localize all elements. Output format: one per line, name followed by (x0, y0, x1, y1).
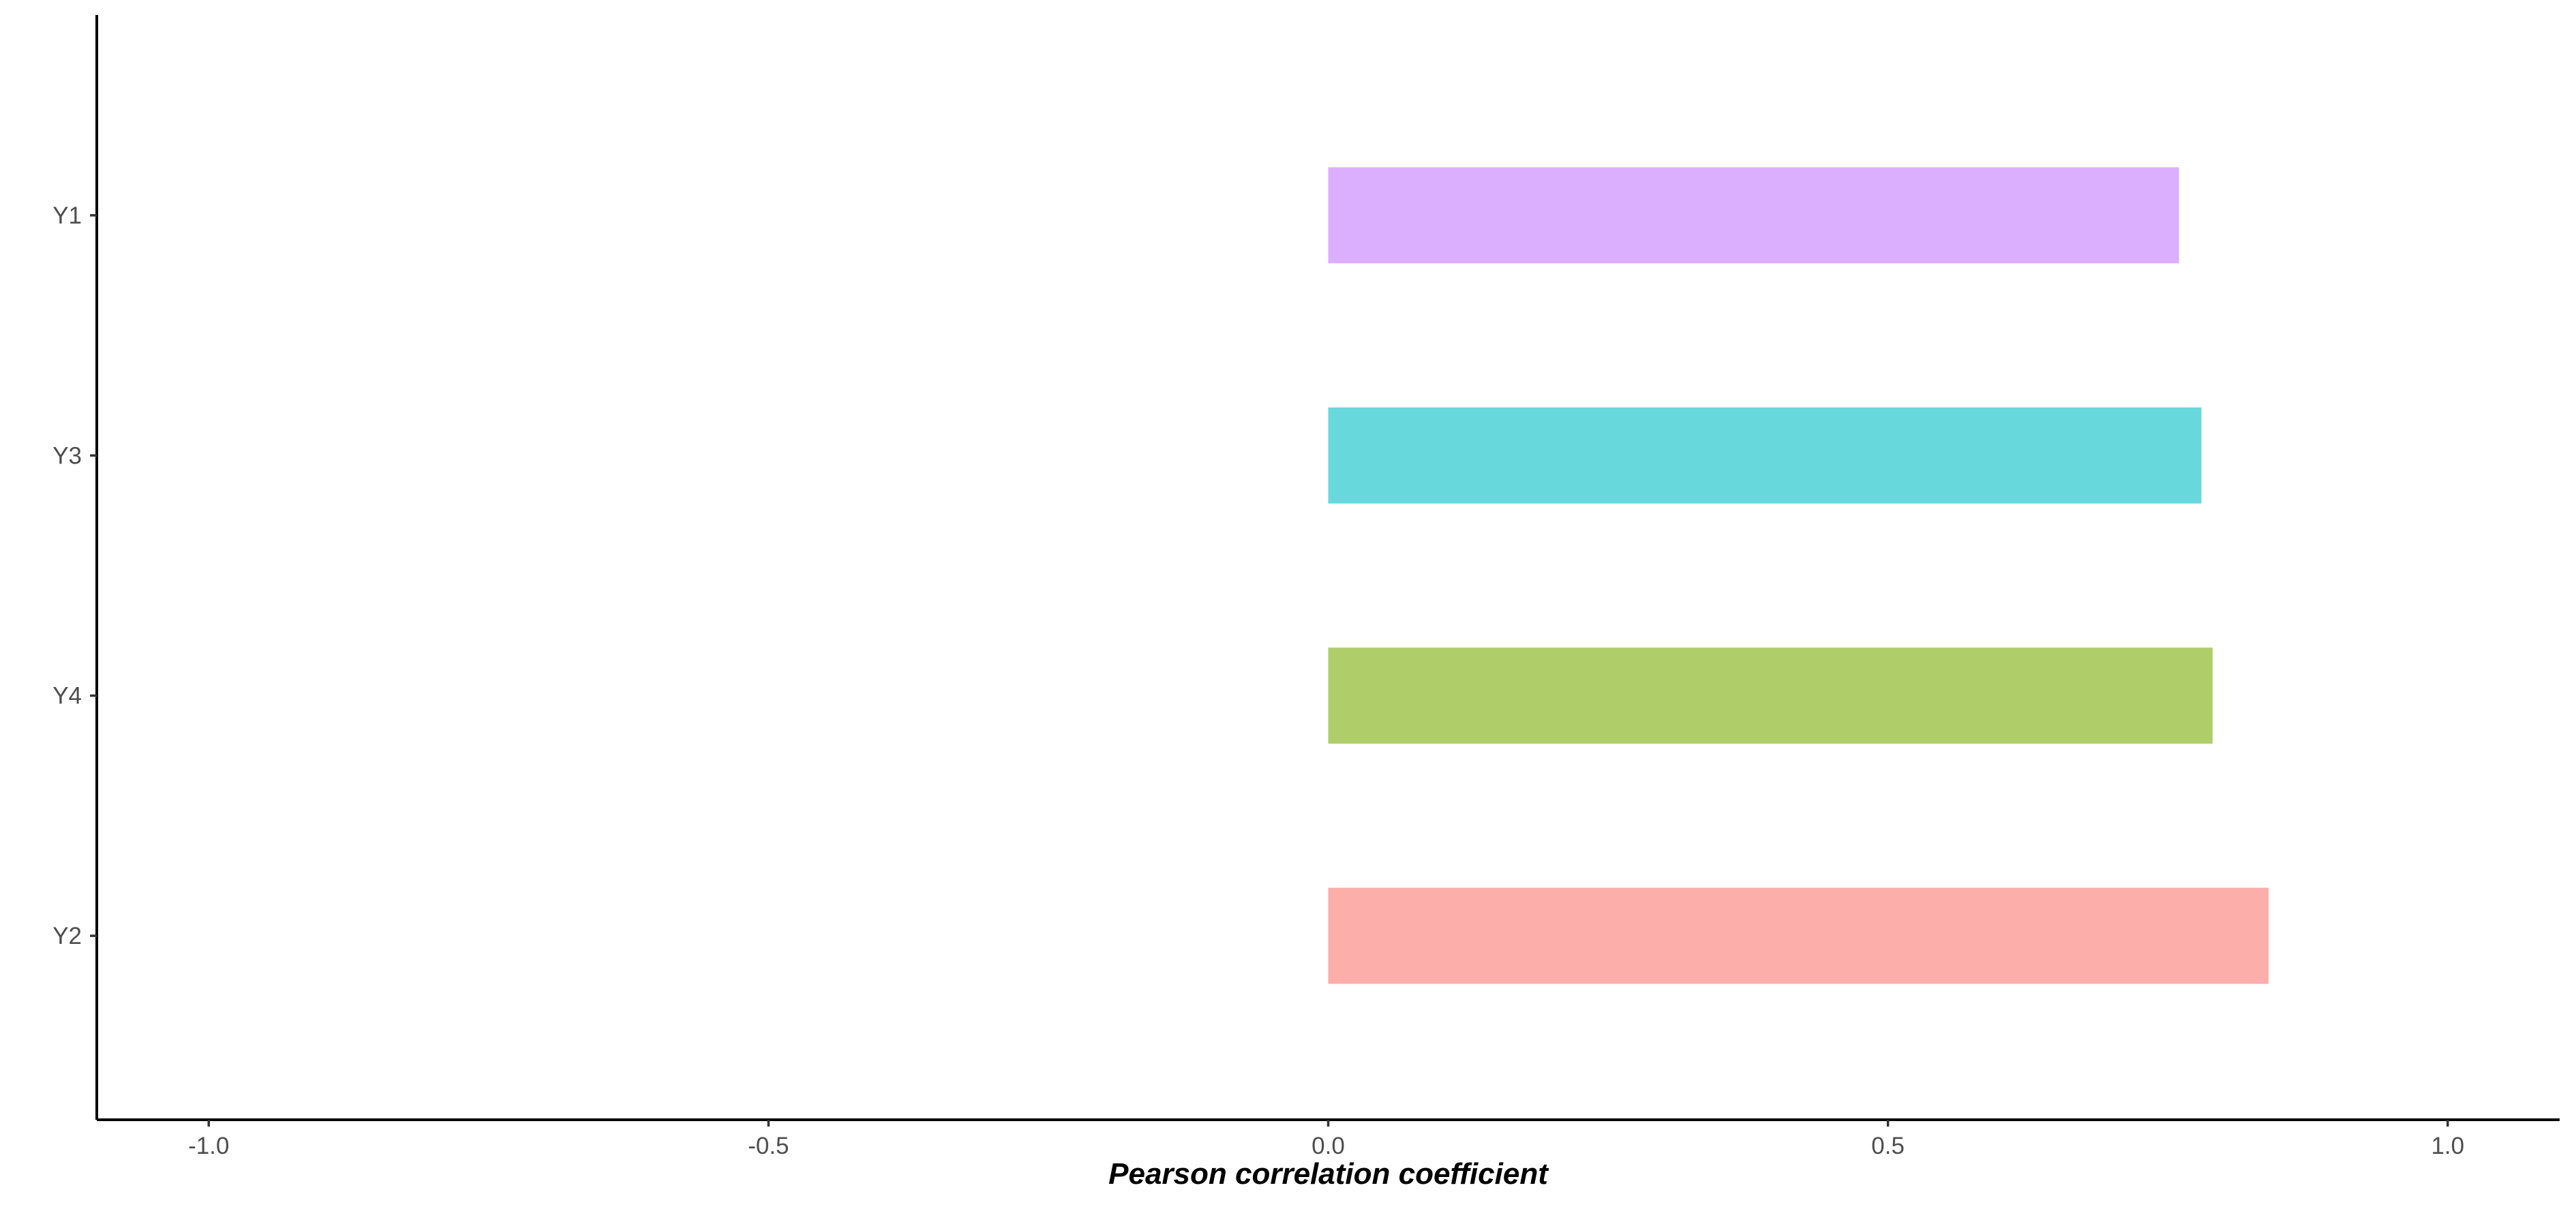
x-tick-label: 1.0 (2431, 1133, 2464, 1159)
x-tick-label: -1.0 (188, 1133, 229, 1159)
bar-y2 (1328, 887, 2269, 984)
bar-y1 (1328, 167, 2179, 264)
bar-y4 (1328, 647, 2213, 744)
bar-y3 (1328, 407, 2202, 504)
y-tick-label-y3: Y3 (52, 442, 82, 469)
x-tick-label: 0.0 (1312, 1133, 1345, 1159)
x-axis: -1.0 -0.5 0.0 0.5 1.0 (97, 1118, 2560, 1159)
y-tick-label-y4: Y4 (52, 683, 82, 709)
y-tick-label-y1: Y1 (52, 202, 82, 229)
y-tick-label-y2: Y2 (52, 923, 82, 949)
x-axis-title: Pearson correlation coefficient (1108, 1157, 1549, 1191)
bars-layer (1328, 167, 2269, 984)
x-tick-label: -0.5 (748, 1133, 789, 1159)
x-tick-label: 0.5 (1871, 1133, 1905, 1159)
y-axis: Y1 Y3 Y4 Y2 (52, 15, 98, 1120)
